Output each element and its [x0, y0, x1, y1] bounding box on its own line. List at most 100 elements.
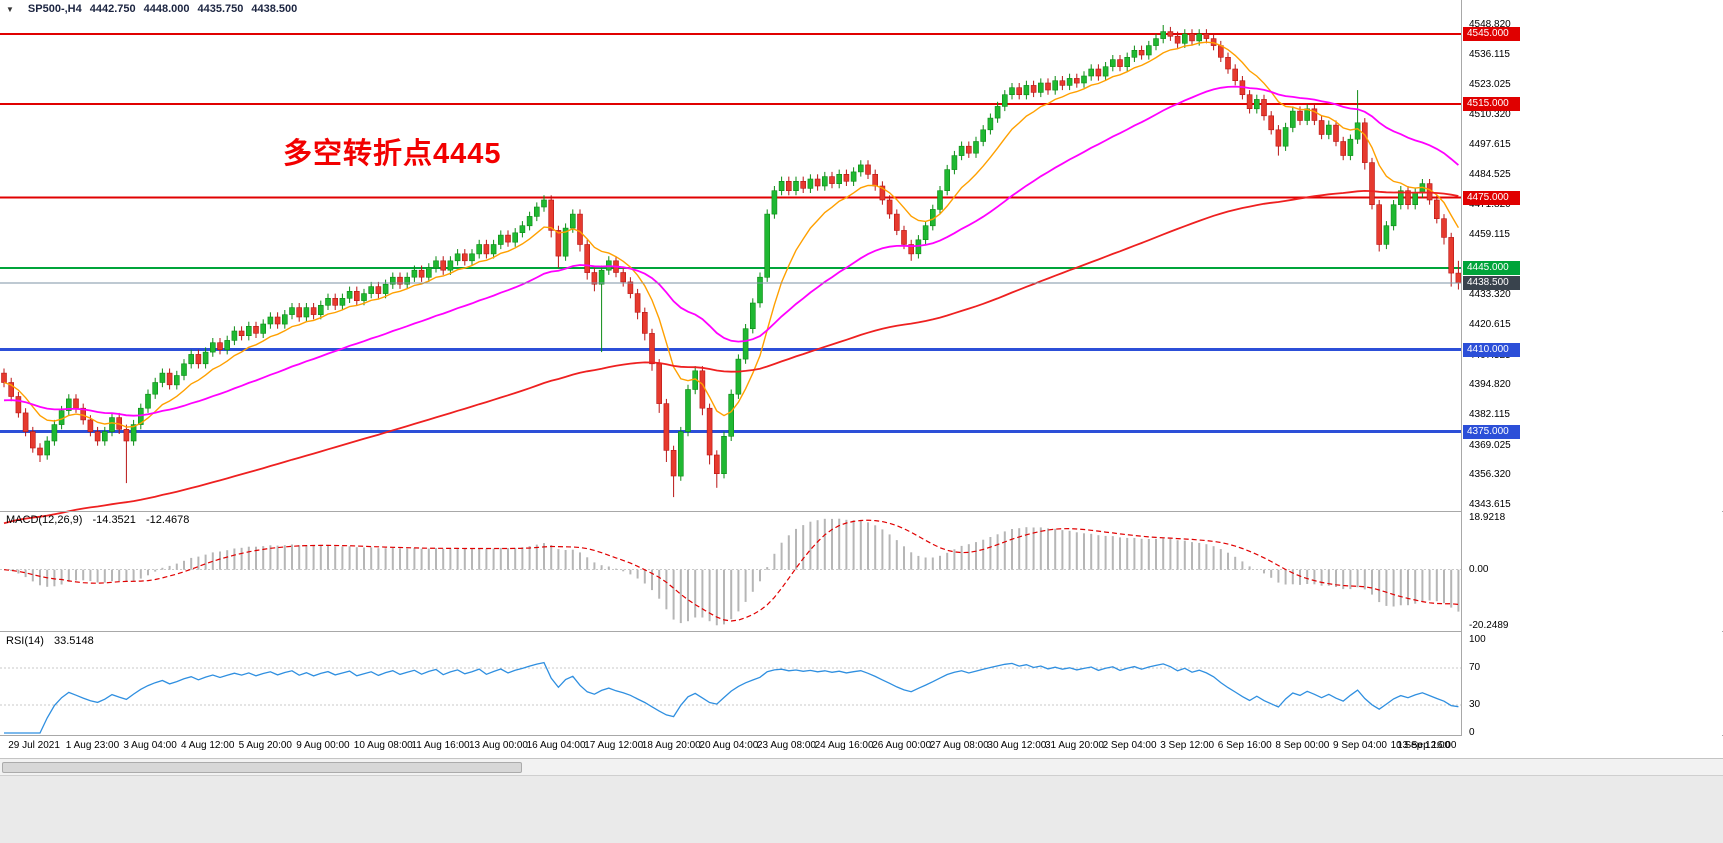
candle-body: [857, 164, 864, 173]
date-axis-label: 3 Aug 04:00: [123, 740, 177, 751]
date-axis-label: 13 Sep 16:00: [1397, 740, 1457, 751]
candle-body: [260, 323, 267, 334]
candle-body: [418, 269, 425, 278]
candle-body: [109, 417, 115, 432]
date-axis-label: 16 Aug 04:00: [526, 740, 586, 751]
candle-body: [843, 174, 850, 182]
candle-body: [267, 316, 274, 325]
candle-body: [865, 164, 871, 175]
candle-body: [569, 213, 576, 229]
price-axis-label: 4536.115: [1469, 48, 1510, 60]
candle-body: [1045, 82, 1051, 91]
candle-body: [37, 447, 43, 456]
price-level-badge: 4410.000: [1463, 342, 1520, 357]
candle-body: [757, 276, 763, 304]
candle-body: [1297, 110, 1303, 121]
candle-body: [541, 199, 547, 208]
candle-body: [1225, 56, 1231, 70]
candle-body: [346, 290, 353, 299]
candle-body: [1311, 108, 1318, 121]
candle-body: [404, 276, 411, 285]
rsi-line: [4, 661, 1459, 734]
chart-info-bar: ▼ SP500-,H4 4442.750 4448.000 4435.750 4…: [6, 3, 297, 15]
candle-body: [800, 181, 807, 189]
price-axis-label: 4523.025: [1469, 79, 1511, 91]
candle-body: [461, 253, 468, 262]
candle-body: [476, 244, 483, 255]
candle-body: [677, 431, 684, 477]
candle-body: [15, 396, 22, 414]
candle-body: [94, 431, 101, 442]
candle-body: [8, 382, 14, 397]
candle-body: [188, 354, 194, 365]
candle-body: [1261, 99, 1267, 117]
candle-body: [1290, 110, 1296, 128]
candle-body: [1318, 120, 1325, 135]
candle-body: [1138, 49, 1145, 56]
time-axis[interactable]: 29 Jul 2021 1 Aug 23:00 3 Aug 04:00 4 Aug 1…: [0, 736, 1461, 758]
price-axis-label: 4510.320: [1469, 109, 1511, 121]
candle-body: [519, 225, 526, 233]
candle-body: [685, 389, 691, 432]
candle-body: [793, 181, 799, 192]
date-axis-label: 13 Aug 00:00: [469, 740, 528, 751]
candle-body: [44, 440, 51, 456]
candle-body: [1232, 68, 1238, 81]
ohlc-open: 4442.750: [89, 3, 136, 15]
candle-body: [505, 234, 511, 243]
candle-body: [1131, 49, 1138, 58]
rsi-axis-label: 0: [1469, 727, 1475, 738]
macd-axis-label: 0.00: [1469, 563, 1489, 575]
candle-body: [627, 281, 634, 294]
price-axis-label: 4343.615: [1469, 499, 1511, 511]
date-axis-label: 10 Aug 08:00: [353, 740, 413, 751]
date-axis-label: 9 Aug 00:00: [296, 740, 350, 751]
candle-body: [901, 230, 907, 245]
chart-annotation-text[interactable]: 多空转折点4445: [283, 138, 502, 170]
candle-body: [1390, 204, 1397, 227]
candle-body: [1023, 85, 1030, 96]
candle-body: [591, 272, 598, 285]
candle-body: [649, 333, 655, 365]
candle-body: [102, 431, 108, 442]
rsi-name-label: RSI(14): [6, 635, 44, 647]
candle-body: [1, 372, 7, 383]
candle-body: [174, 375, 180, 386]
candle-body: [1448, 237, 1454, 274]
candle-body: [159, 372, 166, 383]
candle-body: [29, 431, 36, 449]
candle-body: [440, 260, 447, 271]
candle-body: [231, 330, 238, 341]
price-axis-label: 4433.320: [1469, 289, 1511, 301]
candle-body: [728, 393, 735, 437]
chart-shift-icon[interactable]: ▼: [6, 4, 14, 14]
candle-body: [1340, 141, 1346, 156]
candle-body: [253, 325, 259, 334]
macd-name-label: MACD(12,26,9): [6, 514, 83, 526]
symbol-timeframe-label: SP500-,H4: [27, 3, 82, 15]
price-axis-label: 4420.615: [1469, 318, 1511, 330]
price-level-badge: 4545.000: [1463, 26, 1520, 41]
candle-body: [389, 276, 396, 285]
macd-main-value: -14.3521: [92, 514, 136, 526]
candle-body: [274, 316, 281, 325]
date-axis-label: 5 Aug 20:00: [238, 740, 292, 751]
candle-body: [382, 283, 389, 294]
candle-body: [821, 176, 828, 187]
candle-body: [937, 190, 943, 210]
candle-body: [80, 407, 86, 421]
candle-body: [512, 232, 519, 243]
candle-body: [289, 307, 295, 315]
macd-axis-label: 18.9218: [1469, 512, 1506, 523]
date-axis-label: 30 Aug 12:00: [987, 740, 1047, 751]
date-axis-label: 24 Aug 16:00: [814, 740, 874, 751]
horizontal-scrollbar[interactable]: [0, 758, 1723, 775]
candle-body: [1383, 225, 1390, 245]
candle-body: [51, 424, 58, 442]
candle-body: [1001, 94, 1008, 107]
price-axis[interactable]: 4548.820 4536.115 4523.025 4510.320 4497.615…: [1462, 0, 1722, 758]
ohlc-low: 4435.750: [197, 3, 244, 15]
scrollbar-thumb[interactable]: [2, 762, 522, 773]
candle-body: [1275, 129, 1282, 147]
